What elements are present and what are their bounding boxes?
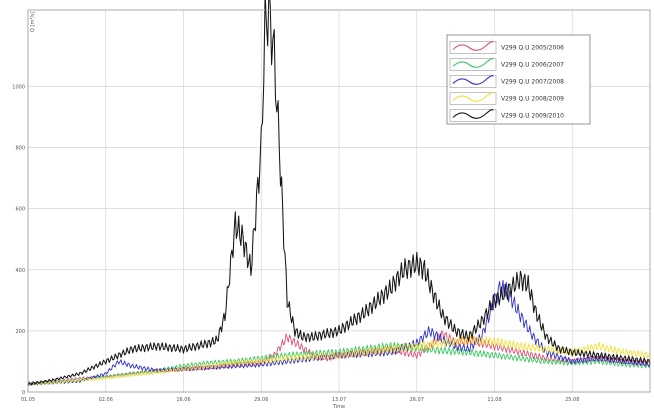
y-tick-label: 600 (15, 207, 25, 213)
y-tick-label: 200 (15, 329, 25, 335)
legend-entry-label: V299 Q.U 2007/2008 (501, 79, 564, 86)
x-tick-label: 29.06 (254, 397, 268, 403)
plot-frame (27, 9, 651, 393)
legend-swatch (452, 41, 494, 51)
series-layer (27, 0, 651, 386)
x-tick-label: 13.07 (332, 397, 346, 403)
x-tick-label: 01.05 (21, 397, 35, 403)
series-line (27, 0, 651, 386)
x-tick-label: 11.08 (487, 397, 501, 403)
x-tick-label: 25.08 (565, 397, 579, 403)
legend-swatch (452, 75, 494, 85)
legend-swatch (452, 92, 494, 102)
legend: V299 Q.U 2005/2006 V299 Q.U 2006/2007 V299… (446, 34, 591, 125)
legend-swatch (452, 109, 494, 119)
legend-entry-label: V299 Q.U 2009/2010 (501, 113, 564, 120)
x-tick-label: 02.06 (99, 397, 113, 403)
y-tick-label: 400 (15, 268, 25, 274)
y-tick-label: 1000 (12, 84, 25, 90)
x-tick-label: 16.06 (176, 397, 190, 403)
y-tick-label: 0 (22, 390, 25, 396)
legend-entry-label: V299 Q.U 2005/2006 (501, 45, 564, 52)
tick-labels: 01.05 02.06 16.06 29.06 13.07 26.07 11.08 25.08… (12, 84, 579, 403)
legend-entry-label: V299 Q.U 2006/2007 (501, 62, 564, 69)
y-axis-label: Q [m³/s] (30, 11, 36, 32)
series-line (27, 335, 651, 386)
series-line (27, 341, 651, 385)
legend-entry-label: V299 Q.U 2008/2009 (501, 96, 564, 103)
y-tick-label: 800 (15, 146, 25, 152)
x-axis-label: Time (332, 404, 345, 410)
legend-swatch (452, 58, 494, 68)
x-tick-label: 26.07 (410, 397, 424, 403)
